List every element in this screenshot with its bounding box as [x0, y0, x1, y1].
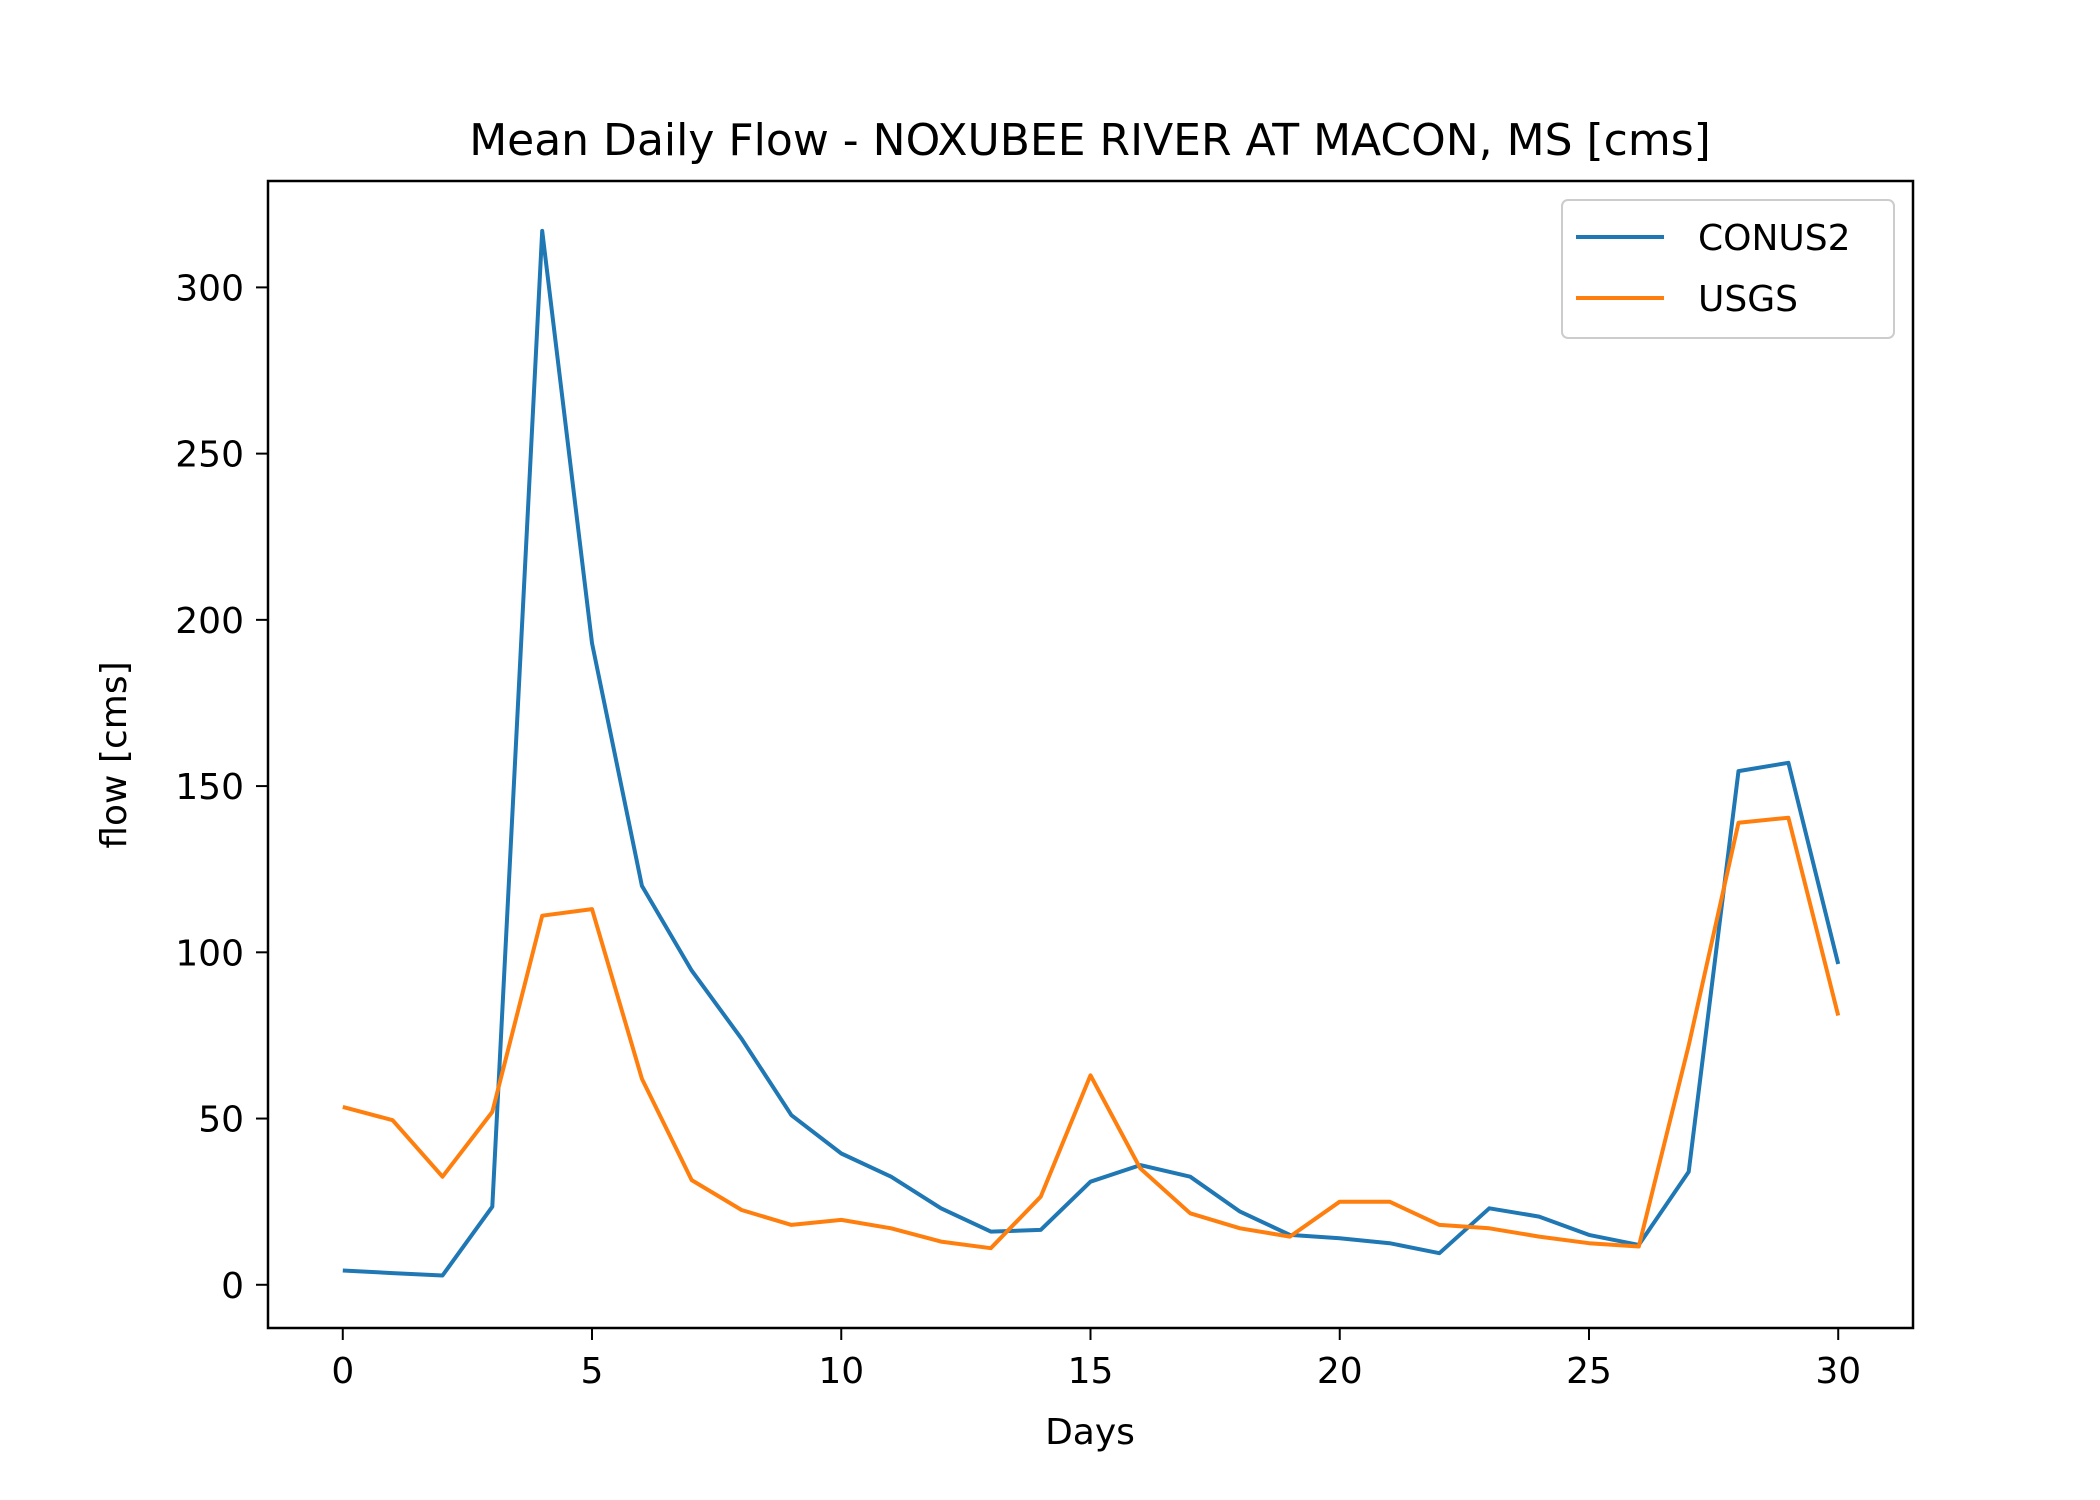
- legend-label: USGS: [1698, 279, 1798, 320]
- x-tick-label: 30: [1815, 1351, 1861, 1392]
- plot-frame: [266, 179, 1915, 1330]
- x-tick-label: 20: [1317, 1351, 1363, 1392]
- y-tick-label: 200: [175, 601, 244, 642]
- series-lines: [342, 228, 1841, 1278]
- legend-box: [1561, 199, 1895, 339]
- x-axis-label: Days: [1045, 1412, 1135, 1453]
- y-tick-label: 300: [175, 268, 244, 309]
- x-tick-label: 15: [1068, 1351, 1114, 1392]
- series-line-conus2: [342, 228, 1841, 1278]
- x-tick-label: 0: [331, 1351, 354, 1392]
- y-tick-label: 150: [175, 767, 244, 808]
- x-tick-label: 10: [818, 1351, 864, 1392]
- series-line-usgs: [342, 815, 1841, 1251]
- x-tick-label: 25: [1566, 1351, 1612, 1392]
- y-axis-label: flow [cms]: [94, 661, 135, 848]
- y-tick-label: 0: [221, 1266, 244, 1307]
- legend: CONUS2 USGS: [1561, 199, 1895, 339]
- y-tick-label: 250: [175, 435, 244, 476]
- y-tick-label: 50: [198, 1100, 244, 1141]
- y-tick-label: 100: [175, 933, 244, 974]
- chart-title: Mean Daily Flow - NOXUBEE RIVER AT MACON…: [469, 115, 1711, 166]
- x-tick-label: 5: [581, 1351, 604, 1392]
- legend-label: CONUS2: [1698, 218, 1851, 259]
